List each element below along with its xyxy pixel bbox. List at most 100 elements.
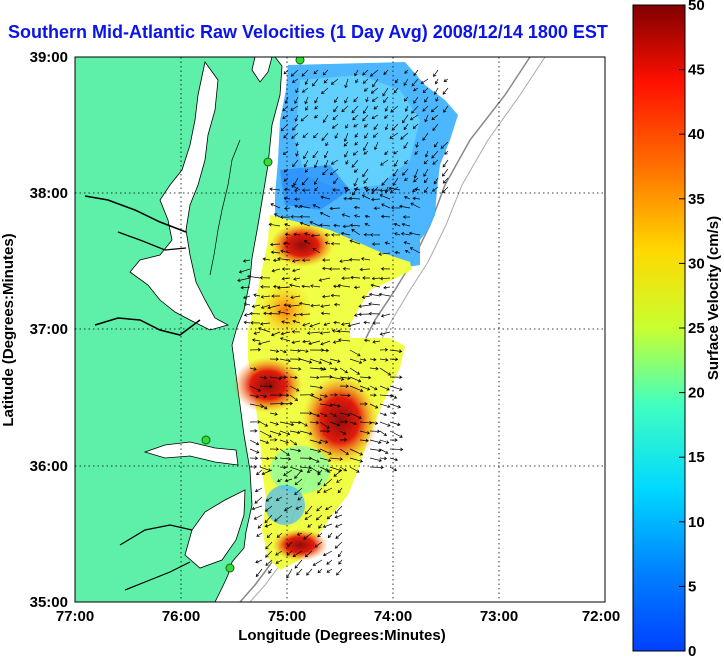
velocity-arrow	[344, 96, 349, 104]
velocity-arrow	[329, 358, 341, 363]
velocity-arrow	[326, 568, 333, 573]
velocity-arrow	[314, 96, 319, 104]
velocity-arrow	[359, 402, 368, 406]
velocity-arrow	[443, 78, 449, 82]
velocity-arrow	[334, 514, 343, 519]
velocity-arrow	[381, 177, 389, 186]
velocity-arrow	[292, 319, 301, 324]
velocity-arrow	[368, 302, 381, 306]
velocity-arrow	[249, 448, 260, 454]
velocity-arrow	[269, 357, 280, 361]
velocity-arrow	[318, 277, 331, 282]
velocity-arrow	[329, 367, 338, 371]
velocity-arrow	[280, 249, 291, 254]
velocity-arrow	[319, 439, 329, 444]
velocity-arrow	[349, 358, 363, 364]
velocity-arrow	[372, 78, 379, 88]
velocity-arrow	[319, 448, 332, 455]
velocity-arrow	[269, 447, 280, 451]
x-tick-label: 75:00	[268, 608, 306, 625]
y-axis-label: Latitude (Degrees:Minutes)	[0, 233, 17, 426]
velocity-arrow	[337, 487, 343, 494]
velocity-arrow	[312, 78, 319, 87]
velocity-arrow	[292, 123, 299, 131]
velocity-arrow	[290, 214, 301, 219]
velocity-arrow	[314, 541, 323, 548]
velocity-arrow	[292, 159, 299, 168]
colorbar-tick-label: 5	[688, 578, 696, 595]
velocity-arrow	[318, 523, 323, 529]
velocity-cool-1	[270, 446, 330, 494]
velocity-arrow	[343, 132, 349, 143]
velocity-arrow	[279, 349, 287, 354]
velocity-arrow	[342, 224, 351, 229]
velocity-arrow	[379, 194, 391, 200]
y-tick-label: 36:00	[30, 458, 68, 475]
velocity-hotspot-mid	[233, 357, 303, 413]
velocity-arrow	[324, 150, 329, 159]
velocity-arrow	[325, 141, 329, 147]
velocity-arrow	[333, 105, 339, 113]
velocity-arrow	[271, 268, 281, 273]
velocity-arrow	[339, 448, 350, 455]
velocity-arrow	[292, 313, 301, 317]
velocity-arrow	[317, 469, 323, 476]
velocity-arrow	[403, 123, 409, 131]
velocity-arrow	[433, 69, 439, 78]
velocity-arrow	[349, 385, 364, 393]
velocity-arrow	[372, 340, 381, 344]
velocity-arrow	[413, 177, 419, 183]
velocity-arrow	[424, 150, 429, 158]
velocity-arrow	[402, 114, 409, 124]
velocity-field	[233, 62, 458, 570]
velocity-arrow	[339, 367, 349, 374]
velocity-arrow	[260, 295, 271, 299]
velocity-arrow	[249, 367, 257, 371]
velocity-arrow	[271, 294, 281, 298]
velocity-arrow	[413, 168, 419, 179]
velocity-arrow	[277, 257, 291, 261]
y-tick-label: 37:00	[30, 321, 68, 338]
velocity-arrow	[270, 250, 281, 255]
velocity-arrow	[249, 456, 259, 461]
velocity-arrow	[337, 550, 343, 558]
velocity-arrow	[369, 366, 379, 371]
velocity-arrow	[291, 329, 301, 334]
velocity-arrow	[339, 393, 351, 398]
velocity-arrow	[275, 550, 283, 556]
velocity-arrow	[243, 295, 251, 300]
velocity-arrow	[424, 114, 429, 123]
velocity-arrow	[339, 412, 351, 417]
velocity-arrow	[361, 295, 371, 299]
velocity-arrow	[431, 114, 439, 121]
velocity-arrow	[310, 233, 321, 238]
velocity-arrow	[422, 105, 429, 112]
velocity-arrow	[298, 301, 311, 306]
y-axis-ticks: 39:00 38:00 37:00 36:00 35:00	[30, 49, 68, 611]
velocity-arrow	[340, 231, 351, 236]
velocity-arrow	[338, 559, 343, 565]
velocity-arrow	[260, 285, 271, 289]
velocity-arrow	[403, 177, 409, 181]
colorbar-label: Surface Velocity (cm/s)	[705, 216, 722, 380]
velocity-arrow	[384, 114, 389, 119]
velocity-arrow	[344, 150, 349, 158]
velocity-arrow	[363, 141, 369, 152]
velocity-arrow	[384, 241, 391, 245]
velocity-arrow	[279, 448, 290, 456]
velocity-warm-2	[272, 529, 328, 561]
velocity-arrow	[344, 78, 349, 89]
velocity-arrow	[413, 69, 419, 77]
velocity-arrow	[265, 541, 273, 550]
colorbar-tick-label: 10	[688, 514, 705, 531]
velocity-arrow	[364, 222, 371, 227]
velocity-arrow	[319, 211, 331, 218]
velocity-arrow	[294, 469, 303, 479]
velocity-arrow	[420, 78, 429, 84]
velocity-arrow	[259, 384, 273, 389]
velocity-arrow	[319, 348, 330, 353]
velocity-arrow	[283, 469, 293, 476]
velocity-arrow	[269, 349, 280, 353]
velocity-arrow	[369, 69, 379, 77]
velocity-arrow	[440, 141, 449, 149]
